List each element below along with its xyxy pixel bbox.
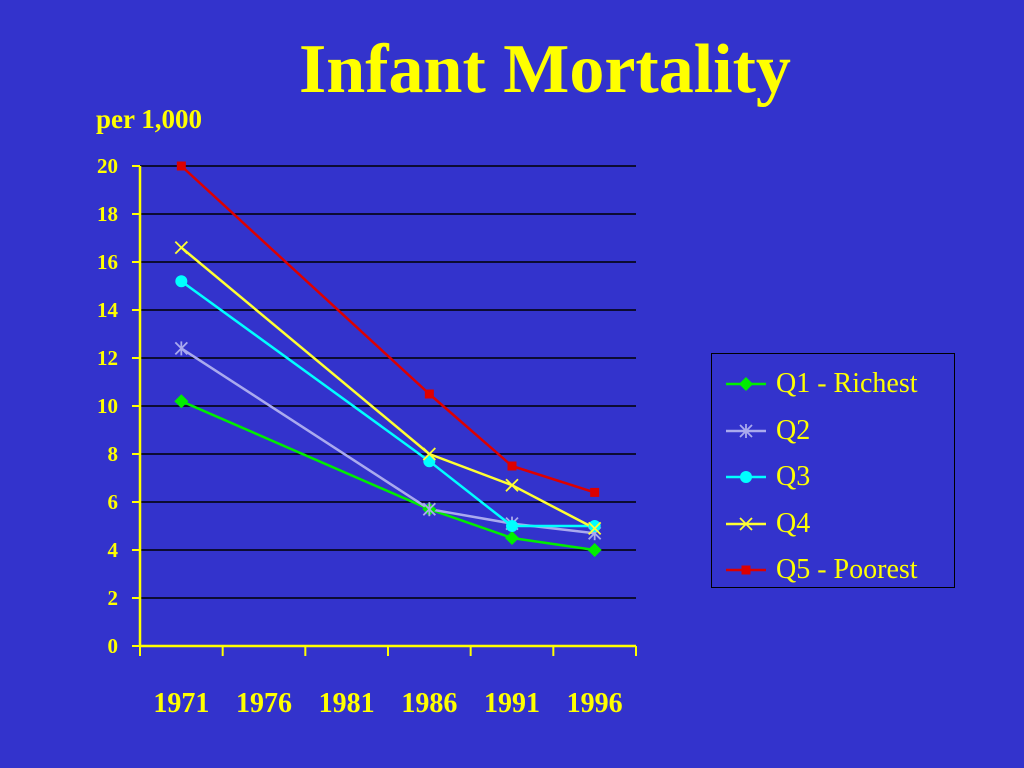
legend-swatch-marker	[740, 471, 752, 483]
y-axis-unit-label: per 1,000	[96, 104, 202, 134]
x-tick-label-1986: 1986	[401, 688, 457, 719]
x-tick-label-1991: 1991	[484, 688, 540, 719]
y-tick-label-18: 18	[97, 202, 118, 226]
data-point-q2-1971	[174, 341, 188, 356]
legend-label-q5-poorest: Q5 - Poorest	[776, 554, 918, 585]
legend-item-q5-poorest: Q5 - Poorest	[712, 550, 952, 590]
legend-swatch-marker	[739, 377, 753, 391]
legend-label-q3: Q3	[776, 461, 811, 492]
y-tick-label-16: 16	[97, 250, 118, 274]
y-tick-labels: 0 2 4 6 8 10 12 14 16 18 20	[97, 154, 119, 658]
legend-item-q3: Q3	[712, 457, 952, 497]
y-tick-label-2: 2	[108, 586, 119, 610]
legend-label-q4: Q4	[776, 507, 811, 539]
data-point-q4-1986	[422, 447, 436, 461]
data-point-q2-1986	[422, 502, 436, 517]
y-tick-label-4: 4	[108, 538, 119, 562]
x-tick-labels: 1971 1976 1981 1986 1991 1996	[153, 688, 622, 719]
legend-swatch-marker	[739, 423, 753, 438]
legend-item-q4: Q4	[712, 504, 952, 544]
series-line-q3	[180, 280, 595, 528]
marker-stroke	[588, 521, 602, 536]
data-point-q1-richest-1991	[505, 531, 519, 545]
data-point-q3-1991	[506, 520, 518, 532]
data-point-q4-1971	[174, 240, 188, 255]
y-tick-label-20: 20	[97, 154, 118, 178]
legend-swatch-q4	[726, 516, 766, 531]
x-tick-label-1971: 1971	[153, 688, 209, 719]
series-line-q4	[180, 246, 596, 530]
series-line-q5-poorest	[180, 165, 596, 494]
series-lines	[180, 165, 596, 552]
legend-swatch-q2	[726, 423, 766, 438]
y-tick-label-8: 8	[108, 442, 119, 466]
data-point-q5-poorest-1991	[507, 461, 517, 471]
x-tick-label-1996: 1996	[567, 688, 623, 719]
series-markers	[174, 161, 602, 557]
legend-swatch-q1-richest	[726, 377, 766, 391]
legend-label-q1-richest: Q1 - Richest	[776, 368, 918, 399]
legend: Q1 - Richest Q2 Q3 Q4 Q5 - Poorest	[711, 353, 955, 588]
data-point-q4-1991	[505, 478, 519, 492]
series-line-q1-richest	[180, 400, 595, 552]
axes	[132, 165, 637, 656]
marker-stroke	[505, 478, 519, 492]
data-point-q5-poorest-1971	[176, 161, 186, 171]
legend-item-q2: Q2	[712, 411, 952, 451]
legend-label-q2: Q2	[776, 414, 811, 446]
y-tick-label-14: 14	[97, 298, 119, 322]
marker-stroke	[174, 240, 188, 255]
y-tick-label-12: 12	[97, 346, 118, 370]
legend-swatch-marker	[741, 565, 751, 575]
marker-stroke	[422, 447, 436, 461]
slide-title: Infant Mortality	[299, 31, 791, 108]
legend-swatch-q5-poorest	[726, 565, 766, 575]
data-point-q5-poorest-1996	[590, 487, 600, 497]
gridlines	[140, 165, 636, 599]
data-point-q1-richest-1996	[587, 543, 602, 557]
data-point-q3-1996	[588, 520, 601, 532]
legend-swatch-marker	[739, 516, 753, 531]
y-tick-label-0: 0	[108, 634, 119, 658]
y-tick-label-10: 10	[97, 394, 118, 418]
data-point-q1-richest-1971	[174, 394, 189, 409]
marker-stroke	[739, 516, 753, 531]
legend-item-q1-richest: Q1 - Richest	[712, 364, 952, 404]
series-line-q2	[180, 347, 595, 535]
legend-swatch-q3	[726, 471, 766, 483]
x-tick-label-1976: 1976	[236, 688, 292, 719]
data-point-q4-1996	[588, 521, 602, 536]
x-tick-label-1981: 1981	[319, 688, 375, 719]
y-tick-label-6: 6	[108, 490, 119, 514]
data-point-q3-1971	[175, 275, 188, 288]
data-point-q5-poorest-1986	[424, 389, 434, 399]
